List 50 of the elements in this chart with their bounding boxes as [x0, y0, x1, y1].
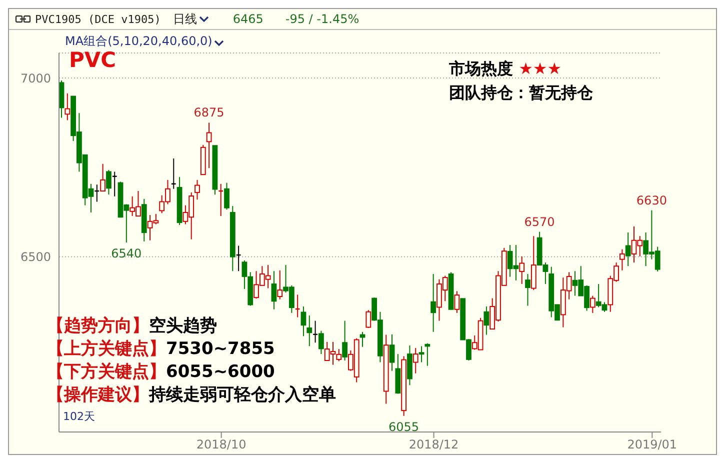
text: 6465: [232, 12, 264, 26]
candlestick: [430, 273, 436, 332]
annotation: 市场热度 ★★★: [449, 59, 562, 78]
candlestick: [277, 270, 283, 300]
y-tick-label: 6500: [20, 250, 51, 264]
candlestick: [484, 306, 490, 336]
annotation: 6055: [388, 420, 420, 434]
candlestick: [619, 248, 625, 271]
candlestick: [271, 270, 277, 310]
annotation: 【趋势方向】空头趋势: [47, 316, 217, 336]
candlestick: [318, 330, 324, 355]
annotation: 团队持仓：暂无持仓: [449, 83, 593, 104]
text: 日线: [172, 10, 197, 28]
text: PVC1905 (DCE v1905): [35, 12, 161, 26]
annotation: 6540: [111, 246, 142, 260]
candlestick: [530, 236, 536, 291]
annotation: 6630: [636, 193, 667, 208]
annotation: 【操作建议】持续走弱可轻仓介入空单: [47, 385, 336, 405]
candlestick: [418, 346, 424, 363]
candlestick: [106, 169, 112, 196]
candlestick: [342, 320, 348, 361]
candlestick: [424, 342, 430, 366]
x-tick-label: 2018/12: [408, 438, 459, 452]
candlestick: [412, 347, 418, 374]
text: MA组合(5,10,20,40,60,0): [65, 33, 212, 50]
candlestick: [625, 232, 631, 267]
annotation: 6570: [524, 214, 555, 229]
candlestick: [519, 256, 525, 284]
candlestick: [100, 163, 106, 192]
candlestick: [360, 331, 366, 348]
candlestick: [300, 306, 306, 337]
candlestick: [389, 334, 395, 372]
candlestick: [454, 290, 460, 314]
annotation: 【上方关键点】7530~7855: [47, 339, 275, 359]
candlestick: [224, 182, 230, 210]
candlestick: [206, 122, 212, 169]
candlestick: [64, 92, 70, 121]
y-tick-label: 7000: [20, 71, 51, 86]
annotation: 6875: [194, 106, 224, 120]
annotation: 【下方关键点】6055~6000: [47, 362, 275, 382]
x-tick-label: 2019/01: [627, 438, 678, 452]
candlestick: [525, 273, 530, 306]
text: -95 / -1.45%: [285, 12, 360, 26]
candlestick: [194, 179, 200, 200]
candlestick: [306, 314, 312, 347]
candlestick: [590, 295, 596, 314]
x-tick-label: 2018/10: [196, 438, 246, 452]
annotation: 102天: [63, 409, 95, 424]
chart-title: PVC: [69, 48, 116, 72]
candlestick: [366, 310, 372, 328]
